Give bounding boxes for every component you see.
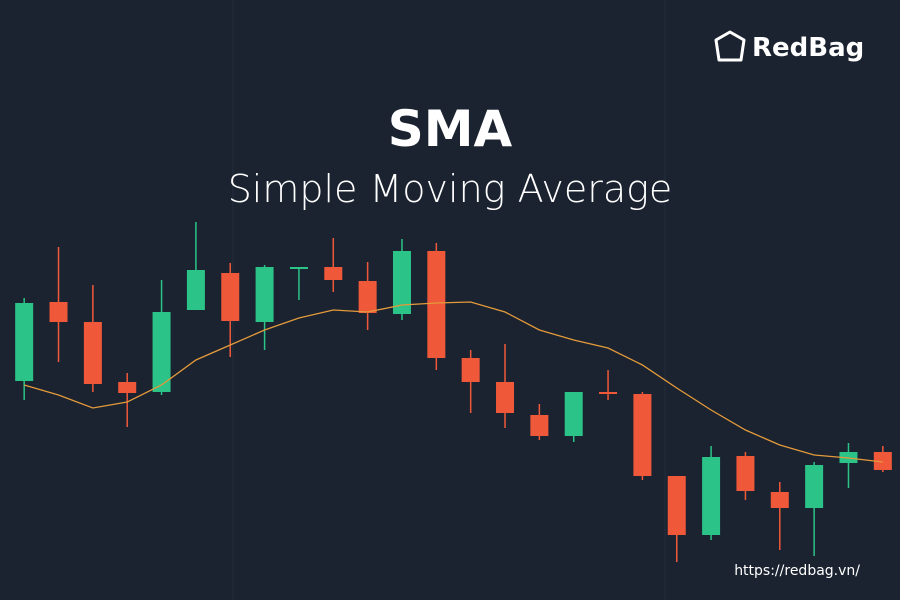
candle-body — [49, 302, 68, 322]
candle-body — [599, 392, 618, 394]
candle-body — [736, 456, 755, 491]
chart-subtitle: Simple Moving Average — [228, 167, 673, 211]
candle-body — [255, 267, 274, 322]
candle-body — [152, 312, 171, 392]
candle-body — [530, 415, 549, 436]
candle-body — [186, 270, 205, 310]
candle-body — [873, 452, 892, 470]
candle-body — [15, 303, 34, 381]
candle-body — [427, 251, 446, 358]
chart-title: SMA — [388, 100, 513, 158]
candle-body — [805, 465, 824, 508]
candle-body — [118, 382, 137, 393]
candle-body — [633, 394, 652, 476]
candle-body — [392, 251, 411, 314]
candle-body — [564, 392, 583, 436]
candle-body — [496, 382, 515, 413]
logo-icon — [714, 30, 746, 62]
candle-body — [289, 267, 308, 269]
brand-name: RedBag — [752, 33, 864, 63]
brand-logo: RedBag — [714, 30, 864, 63]
candle-body — [770, 492, 789, 508]
candle-body — [324, 267, 343, 280]
sma-line — [23, 301, 883, 463]
candle-body — [358, 281, 377, 313]
candle-body — [702, 457, 721, 535]
candle-body — [667, 476, 686, 535]
candle-body — [221, 273, 240, 321]
source-url: https://redbag.vn/ — [734, 563, 860, 579]
candle-body — [461, 358, 480, 382]
candle-body — [83, 322, 102, 384]
